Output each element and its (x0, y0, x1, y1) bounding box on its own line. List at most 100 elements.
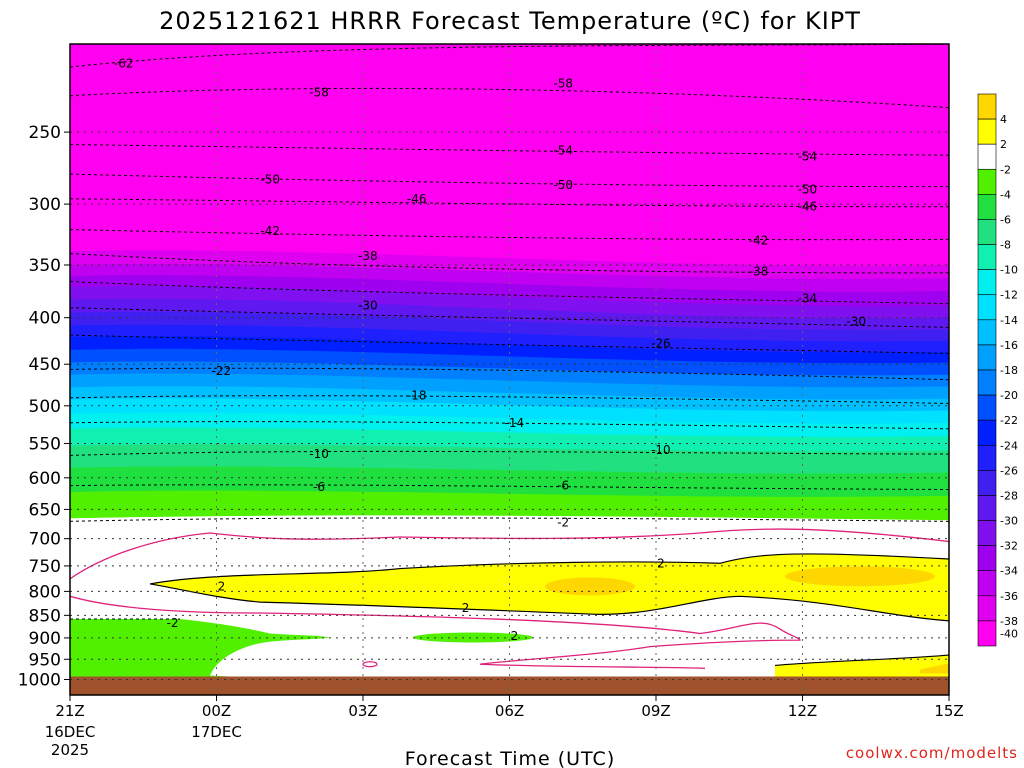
y-tick-label: 400 (29, 309, 61, 329)
freezing-line (70, 595, 801, 669)
y-tick-label: 500 (29, 397, 61, 417)
isotherm-line (70, 450, 949, 456)
contour-label: -42 (260, 224, 280, 238)
colorbar-label: -2 (1000, 163, 1011, 176)
contour-label: -50 (260, 173, 280, 187)
contour-label: -22 (212, 364, 232, 378)
isotherm-line (70, 517, 949, 522)
contour-label: 2 (657, 556, 665, 570)
colorbar-swatch (977, 93, 997, 120)
contour-label: -26 (651, 336, 671, 350)
x-tick-label: 15Z (934, 702, 963, 720)
colorbar-swatch (977, 194, 997, 220)
contour-label: -58 (553, 76, 573, 90)
y-tick-label: 300 (29, 195, 61, 215)
y-tick-label: 1000 (18, 671, 61, 691)
temperature-band (545, 577, 635, 596)
isotherm-line (70, 229, 949, 241)
colorbar-swatch (977, 168, 997, 195)
colorbar-swatch (977, 495, 997, 521)
colorbar-swatch (977, 219, 997, 245)
contour-label: 2 (462, 601, 470, 615)
y-tick-label: 850 (29, 606, 61, 626)
temperature-band (413, 632, 533, 643)
colorbar: 4 2 -2 -4 -6 -8 -10 -12 -14 -16 -18 -20 -22 -24 -26 -28… (977, 93, 1018, 647)
colorbar-label: -24 (1000, 439, 1018, 452)
contour-label: -6 (557, 479, 569, 493)
x-tick-date: 16DEC (45, 723, 96, 741)
isotherm-line (70, 367, 949, 381)
colorbar-swatch (977, 344, 997, 371)
x-tick-label: 00Z (202, 702, 231, 720)
y-tick-label: 600 (29, 469, 61, 489)
chart-title: 2025121621 HRRR Forecast Temperature (ºC… (159, 7, 861, 35)
colorbar-label: -14 (1000, 314, 1018, 327)
colorbar-label: -8 (1000, 239, 1011, 252)
y-tick-label: 800 (29, 582, 61, 602)
credit-link[interactable]: coolwx.com/modelts (846, 744, 1018, 762)
colorbar-swatch (977, 419, 997, 446)
contour-label: -38 (358, 249, 378, 263)
colorbar-swatch (977, 570, 997, 597)
plot-area: -62-58-58-54 -54-50 -50 -50-46-46-42-42-38-… (69, 43, 950, 696)
colorbar-swatch (977, 143, 997, 170)
isotherm-line (70, 144, 949, 156)
isotherm-line (70, 281, 949, 305)
x-tick-label: 12Z (788, 702, 817, 720)
contour-label: -46 (798, 200, 818, 214)
colorbar-label: -40 (1000, 627, 1018, 640)
colorbar-label: -26 (1000, 464, 1018, 477)
isotherm-line (774, 654, 949, 667)
isotherm-line (70, 173, 949, 188)
x-axis-label: Forecast Time (UTC) (405, 748, 615, 768)
contour-label: -58 (309, 85, 329, 99)
colorbar-label: 2 (1000, 138, 1007, 151)
contour-label: -30 (358, 299, 378, 313)
y-tick-label: 950 (29, 650, 61, 670)
y-tick-label: 750 (29, 557, 61, 577)
freezing-line (70, 528, 949, 580)
contour-label: -6 (313, 480, 325, 494)
colorbar-label: -36 (1000, 590, 1018, 603)
y-axis: 250 300 350 400 450 500 550 600 650 700 750 800 850 9… (18, 123, 70, 691)
x-tick-label: 09Z (641, 702, 670, 720)
x-tick-year: 2025 (51, 741, 89, 759)
colorbar-label: -18 (1000, 364, 1018, 377)
y-tick-label: 650 (29, 500, 61, 520)
contour-label: -62 (114, 56, 134, 70)
colorbar-label: -4 (1000, 188, 1011, 201)
contour-label: -54 (553, 144, 573, 158)
colorbar-swatch (977, 595, 997, 622)
colorbar-swatch (977, 269, 997, 296)
colorbar-swatch (977, 545, 997, 572)
freezing-line (362, 661, 378, 668)
colorbar-swatch (977, 244, 997, 270)
contour-label: 2 (511, 629, 519, 643)
temperature-band (920, 663, 949, 674)
contour-label: -10 (309, 447, 329, 461)
colorbar-label: -22 (1000, 414, 1018, 427)
x-tick-date: 17DEC (191, 723, 242, 741)
contour-label: -54 (798, 150, 818, 164)
colorbar-label: -6 (1000, 213, 1011, 226)
colorbar-label: -12 (1000, 289, 1018, 302)
y-tick-label: 350 (29, 256, 61, 276)
y-tick-label: 450 (29, 355, 61, 375)
isotherm-line (149, 553, 949, 585)
contour-label: -34 (798, 291, 818, 305)
isotherm-line (70, 87, 949, 109)
colorbar-label: 4 (1000, 113, 1007, 126)
colorbar-label: -20 (1000, 389, 1018, 402)
contour-label: -38 (749, 265, 769, 279)
colorbar-label: -10 (1000, 264, 1018, 277)
y-tick-label: 550 (29, 434, 61, 454)
y-tick-label: 900 (29, 629, 61, 649)
isotherm-line (70, 44, 949, 68)
colorbar-label: -32 (1000, 540, 1018, 553)
colorbar-swatch (977, 294, 997, 321)
colorbar-swatch (977, 369, 997, 396)
colorbar-swatch (977, 394, 997, 421)
x-tick-label: 21Z (55, 702, 84, 720)
